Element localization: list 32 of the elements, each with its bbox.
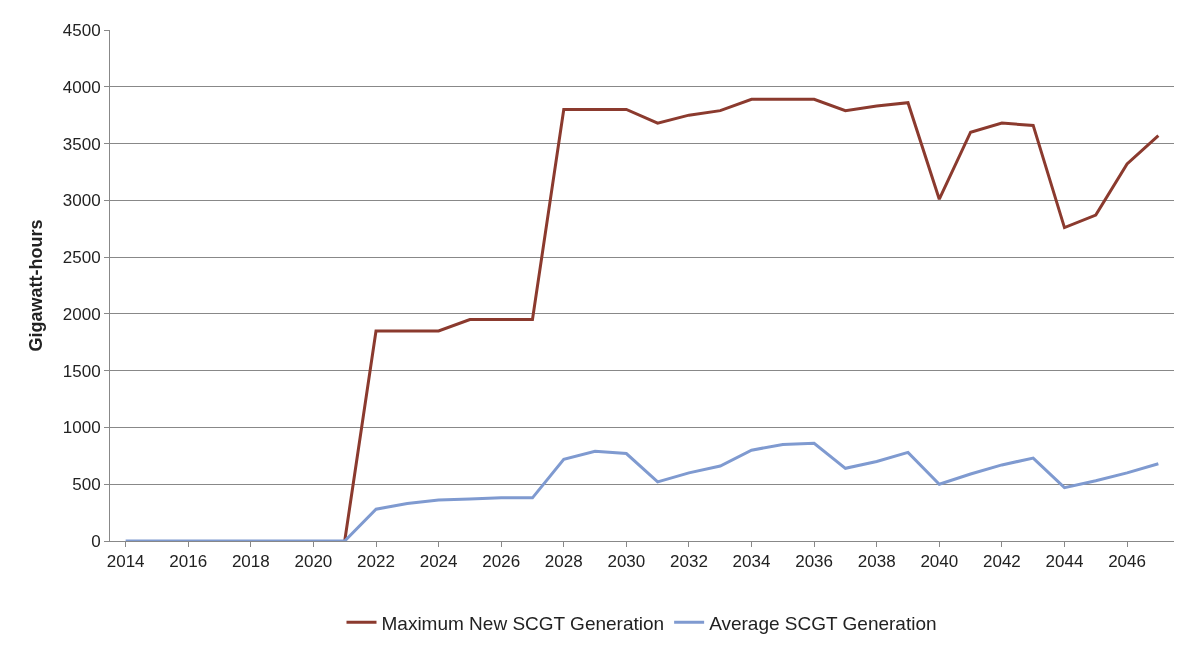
x-tick-label: 2024 [419, 552, 458, 572]
x-tick-label: 2046 [1108, 552, 1146, 572]
x-tick-label: 2038 [857, 552, 896, 572]
x-tick-label: 2032 [670, 552, 708, 572]
legend-label: Maximum New SCGT Generation [381, 612, 665, 634]
x-tick-label: 2030 [607, 552, 646, 572]
x-tick-label: 2044 [1045, 552, 1084, 572]
line-series [124, 441, 1160, 541]
x-tick-label: 2034 [732, 552, 771, 572]
x-tick-label: 2028 [544, 552, 583, 572]
y-tick-label: 0 [91, 531, 101, 551]
y-axis-title: Gigawatt-hours [25, 219, 46, 352]
y-tick-label: 2500 [62, 248, 101, 268]
y-tick-label: 4000 [62, 77, 101, 97]
x-tick-label: 2042 [982, 552, 1021, 572]
y-tick-label: 2000 [62, 304, 101, 324]
x-tick-label: 2026 [482, 552, 521, 572]
x-tick-label: 2022 [357, 552, 395, 572]
y-tick-label: 4500 [62, 20, 101, 40]
x-tick-label: 2036 [795, 552, 834, 572]
x-tick-label: 2018 [231, 552, 270, 572]
x-tick-label: 2040 [920, 552, 959, 572]
x-tick-label: 2016 [169, 552, 208, 572]
y-tick-label: 3500 [62, 134, 101, 154]
y-tick-label: 500 [72, 475, 101, 495]
y-tick-label: 1500 [62, 361, 101, 381]
legend-label: Average SCGT Generation [709, 612, 937, 634]
x-tick-label: 2020 [294, 552, 333, 572]
y-tick-label: 3000 [62, 191, 101, 211]
line-series [343, 97, 1160, 541]
y-tick-label: 1000 [62, 418, 101, 438]
x-tick-label: 2014 [106, 552, 145, 572]
